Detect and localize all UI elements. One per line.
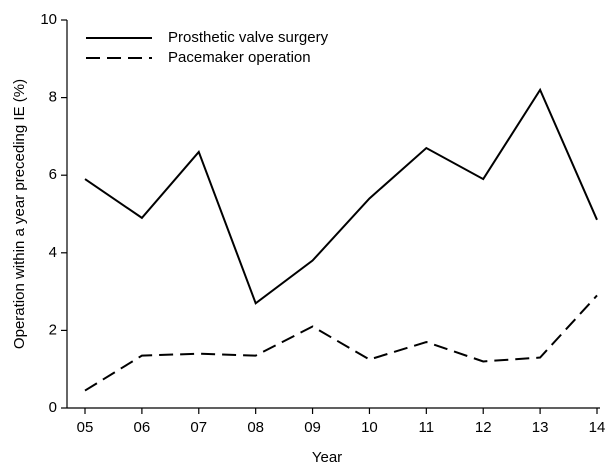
x-tick-label: 05 (77, 419, 94, 436)
y-tick-label: 4 (49, 244, 57, 261)
legend-label: Prosthetic valve surgery (168, 29, 329, 46)
y-tick-label: 10 (40, 11, 57, 28)
x-tick-label: 07 (190, 419, 207, 436)
x-tick-label: 06 (134, 419, 151, 436)
y-tick-label: 0 (49, 399, 57, 416)
x-tick-label: 14 (589, 419, 606, 436)
data-line (84, 87, 598, 305)
x-tick-label: 08 (247, 419, 264, 436)
x-tick-label: 10 (361, 419, 378, 436)
y-axis-label: Operation within a year preceding IE (%) (11, 79, 28, 349)
y-tick-label: 6 (49, 166, 57, 183)
x-tick-label: 12 (475, 419, 492, 436)
y-tick-label: 8 (49, 89, 57, 106)
x-tick-label: 13 (532, 419, 549, 436)
x-tick-label: 11 (419, 419, 435, 436)
legend-label: Pacemaker operation (168, 49, 311, 66)
y-tick-label: 2 (49, 321, 57, 338)
x-axis-label: Year (312, 449, 342, 466)
x-tick-label: 09 (304, 419, 321, 436)
data-line (84, 294, 598, 392)
